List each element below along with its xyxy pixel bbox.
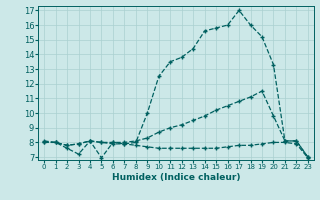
X-axis label: Humidex (Indice chaleur): Humidex (Indice chaleur) <box>112 173 240 182</box>
